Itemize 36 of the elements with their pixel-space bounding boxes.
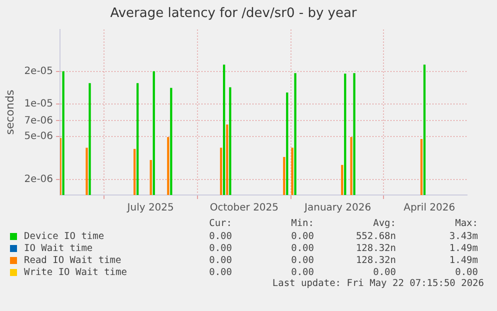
legend-label: Write IO Wait time bbox=[24, 266, 127, 278]
text: 0.00 bbox=[290, 230, 314, 242]
x-tick-label: July 2025 bbox=[126, 202, 174, 214]
text: 1.49m bbox=[448, 242, 478, 254]
text: Avg: bbox=[372, 218, 396, 229]
text: 0.00 bbox=[454, 266, 478, 278]
text: 0.00 bbox=[208, 254, 232, 266]
text: 0.00 bbox=[208, 230, 232, 242]
text: 0.00 bbox=[290, 266, 314, 278]
text: Last update: Fri May 22 07:15:50 2026 bbox=[271, 278, 485, 290]
x-tick-label: April 2026 bbox=[404, 202, 456, 214]
text: Max: bbox=[454, 218, 478, 229]
text: 0.00 bbox=[208, 242, 232, 254]
x-tick-label: October 2025 bbox=[210, 202, 279, 214]
text: 0.00 bbox=[208, 266, 232, 278]
text: 0.00 bbox=[290, 242, 314, 254]
y-tick-label: 5e-06 bbox=[24, 131, 54, 142]
legend-label: Read IO Wait time bbox=[24, 254, 122, 266]
legend-label: Device IO time bbox=[24, 230, 104, 242]
y-tick-label: 7e-06 bbox=[24, 115, 54, 126]
x-tick-label: January 2026 bbox=[304, 202, 372, 214]
y-axis-title: seconds bbox=[3, 90, 16, 135]
text: 0.00 bbox=[290, 254, 314, 266]
text: 3.43m bbox=[448, 230, 478, 242]
y-tick-label: 2e-05 bbox=[24, 66, 54, 78]
y-tick-label: 1e-05 bbox=[24, 98, 54, 110]
text: 1.49m bbox=[448, 254, 478, 266]
text: Min: bbox=[290, 218, 314, 229]
text: 552.68n bbox=[354, 230, 396, 242]
legend-label: IO Wait time bbox=[24, 242, 93, 254]
y-tick-label: 2e-06 bbox=[24, 174, 54, 185]
text: Cur: bbox=[208, 218, 232, 229]
text: 128.32n bbox=[354, 242, 396, 254]
chart-title: Average latency for /dev/sr0 - by year bbox=[110, 6, 358, 22]
text: 0.00 bbox=[372, 266, 396, 278]
text: 128.32n bbox=[354, 254, 396, 266]
